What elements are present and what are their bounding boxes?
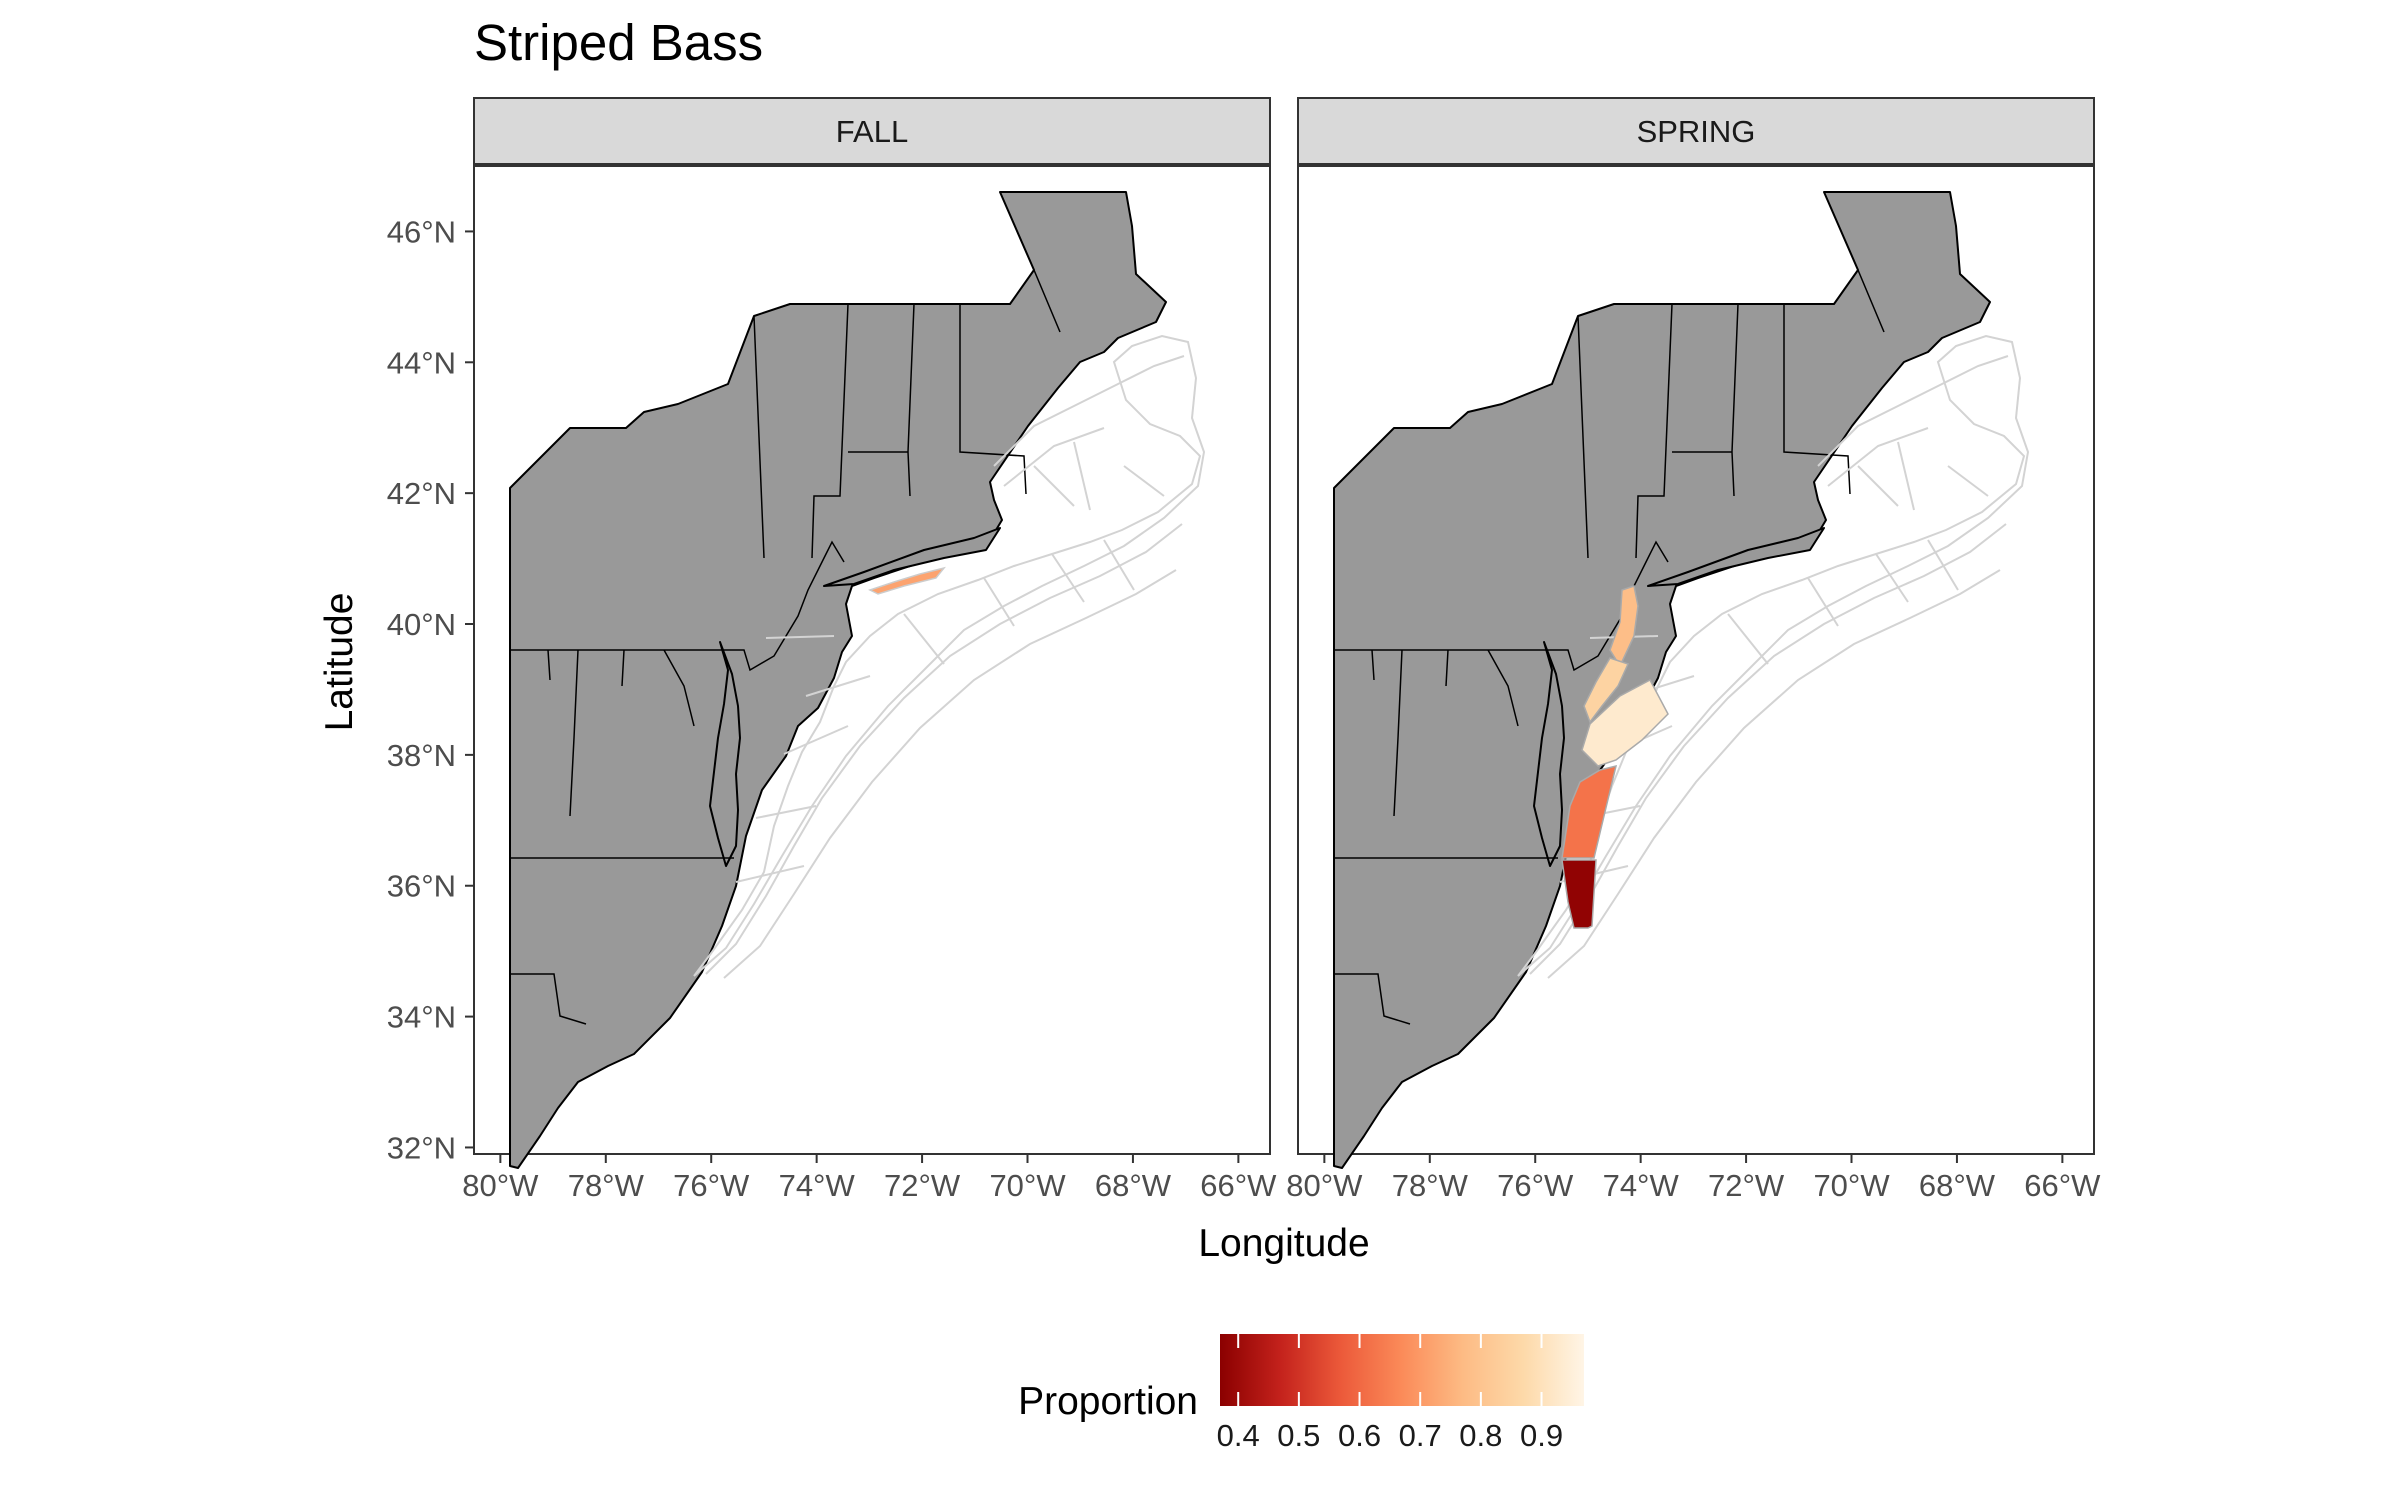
legend-title: Proportion (1018, 1380, 1198, 1423)
x-tick-label: 76°W (673, 1168, 750, 1203)
x-tick-label: 74°W (1603, 1168, 1680, 1203)
x-tick-label: 80°W (462, 1168, 539, 1203)
y-tick-label: 38°N (387, 738, 456, 773)
axes: 80°W 78°W 76°W 74°W 72°W 70°W 68°W 66°W 80°W 78°W… (387, 214, 2101, 1203)
plot-title: Striped Bass (474, 14, 763, 71)
x-tick-label: 70°W (1813, 1168, 1890, 1203)
x-tick-label: 70°W (989, 1168, 1066, 1203)
legend-tick-label: 0.8 (1459, 1418, 1502, 1453)
legend: Proportion 0.4 0.5 0.6 0.7 0.8 0.9 (1018, 1334, 1584, 1453)
legend-tick-label: 0.9 (1520, 1418, 1563, 1453)
strip-label-spring: SPRING (1637, 114, 1756, 149)
land-east-coast-states (509, 191, 1167, 1169)
land-long-island (823, 527, 1001, 587)
x-tick-label: 68°W (1095, 1168, 1172, 1203)
x-tick-label: 66°W (2024, 1168, 2101, 1203)
land-states (509, 191, 1167, 1169)
x-tick-label: 68°W (1919, 1168, 1996, 1203)
region-delmarva-offshore (1581, 678, 1669, 767)
x-tick-label: 76°W (1497, 1168, 1574, 1203)
x-axis-title: Longitude (1198, 1222, 1369, 1265)
region-north-carolina-coast (1561, 859, 1597, 929)
legend-tick-label: 0.5 (1277, 1418, 1320, 1453)
colored-regions (1561, 585, 1669, 929)
y-tick-label: 46°N (387, 214, 456, 249)
legend-ticks: 0.4 0.5 0.6 0.7 0.8 0.9 (1217, 1334, 1563, 1453)
strip-spring (1297, 97, 2095, 165)
survey-strata (693, 334, 1206, 979)
x-tick-label: 78°W (1392, 1168, 1469, 1203)
state-borders (510, 269, 1061, 1025)
strip-fall (473, 97, 1271, 165)
strip-label-fall: FALL (836, 114, 908, 149)
y-axis-title: Latitude (318, 593, 361, 732)
x-tick-label: 78°W (568, 1168, 645, 1203)
legend-tick-label: 0.7 (1399, 1418, 1442, 1453)
x-tick-label: 66°W (1200, 1168, 1277, 1203)
y-tick-label: 40°N (387, 607, 456, 642)
region-nj-north-coast (1609, 585, 1639, 668)
panel-spring: SPRING (1297, 97, 2095, 1169)
y-tick-label: 36°N (387, 869, 456, 904)
land-east-coast-states (1333, 191, 1991, 1169)
y-tick-label: 44°N (387, 345, 456, 380)
land-states (1333, 191, 1991, 1169)
y-tick-label: 32°N (387, 1130, 456, 1165)
land-delmarva (709, 641, 741, 867)
y-tick-label: 34°N (387, 1000, 456, 1035)
x-tick-label: 72°W (1708, 1168, 1785, 1203)
legend-tick-label: 0.6 (1338, 1418, 1381, 1453)
region-nj-south-coast (1583, 657, 1630, 724)
land-delmarva (1533, 641, 1565, 867)
panel-fall: FALL (473, 97, 1271, 1169)
x-tick-label: 80°W (1286, 1168, 1363, 1203)
region-long-island-south-shore (868, 566, 946, 595)
land-long-island (1647, 527, 1825, 587)
y-tick-label: 42°N (387, 476, 456, 511)
x-tick-label: 72°W (884, 1168, 961, 1203)
region-virginia-coast (1561, 764, 1618, 859)
legend-tick-label: 0.4 (1217, 1418, 1260, 1453)
legend-colorbar (1220, 1334, 1584, 1406)
x-tick-label: 74°W (779, 1168, 856, 1203)
